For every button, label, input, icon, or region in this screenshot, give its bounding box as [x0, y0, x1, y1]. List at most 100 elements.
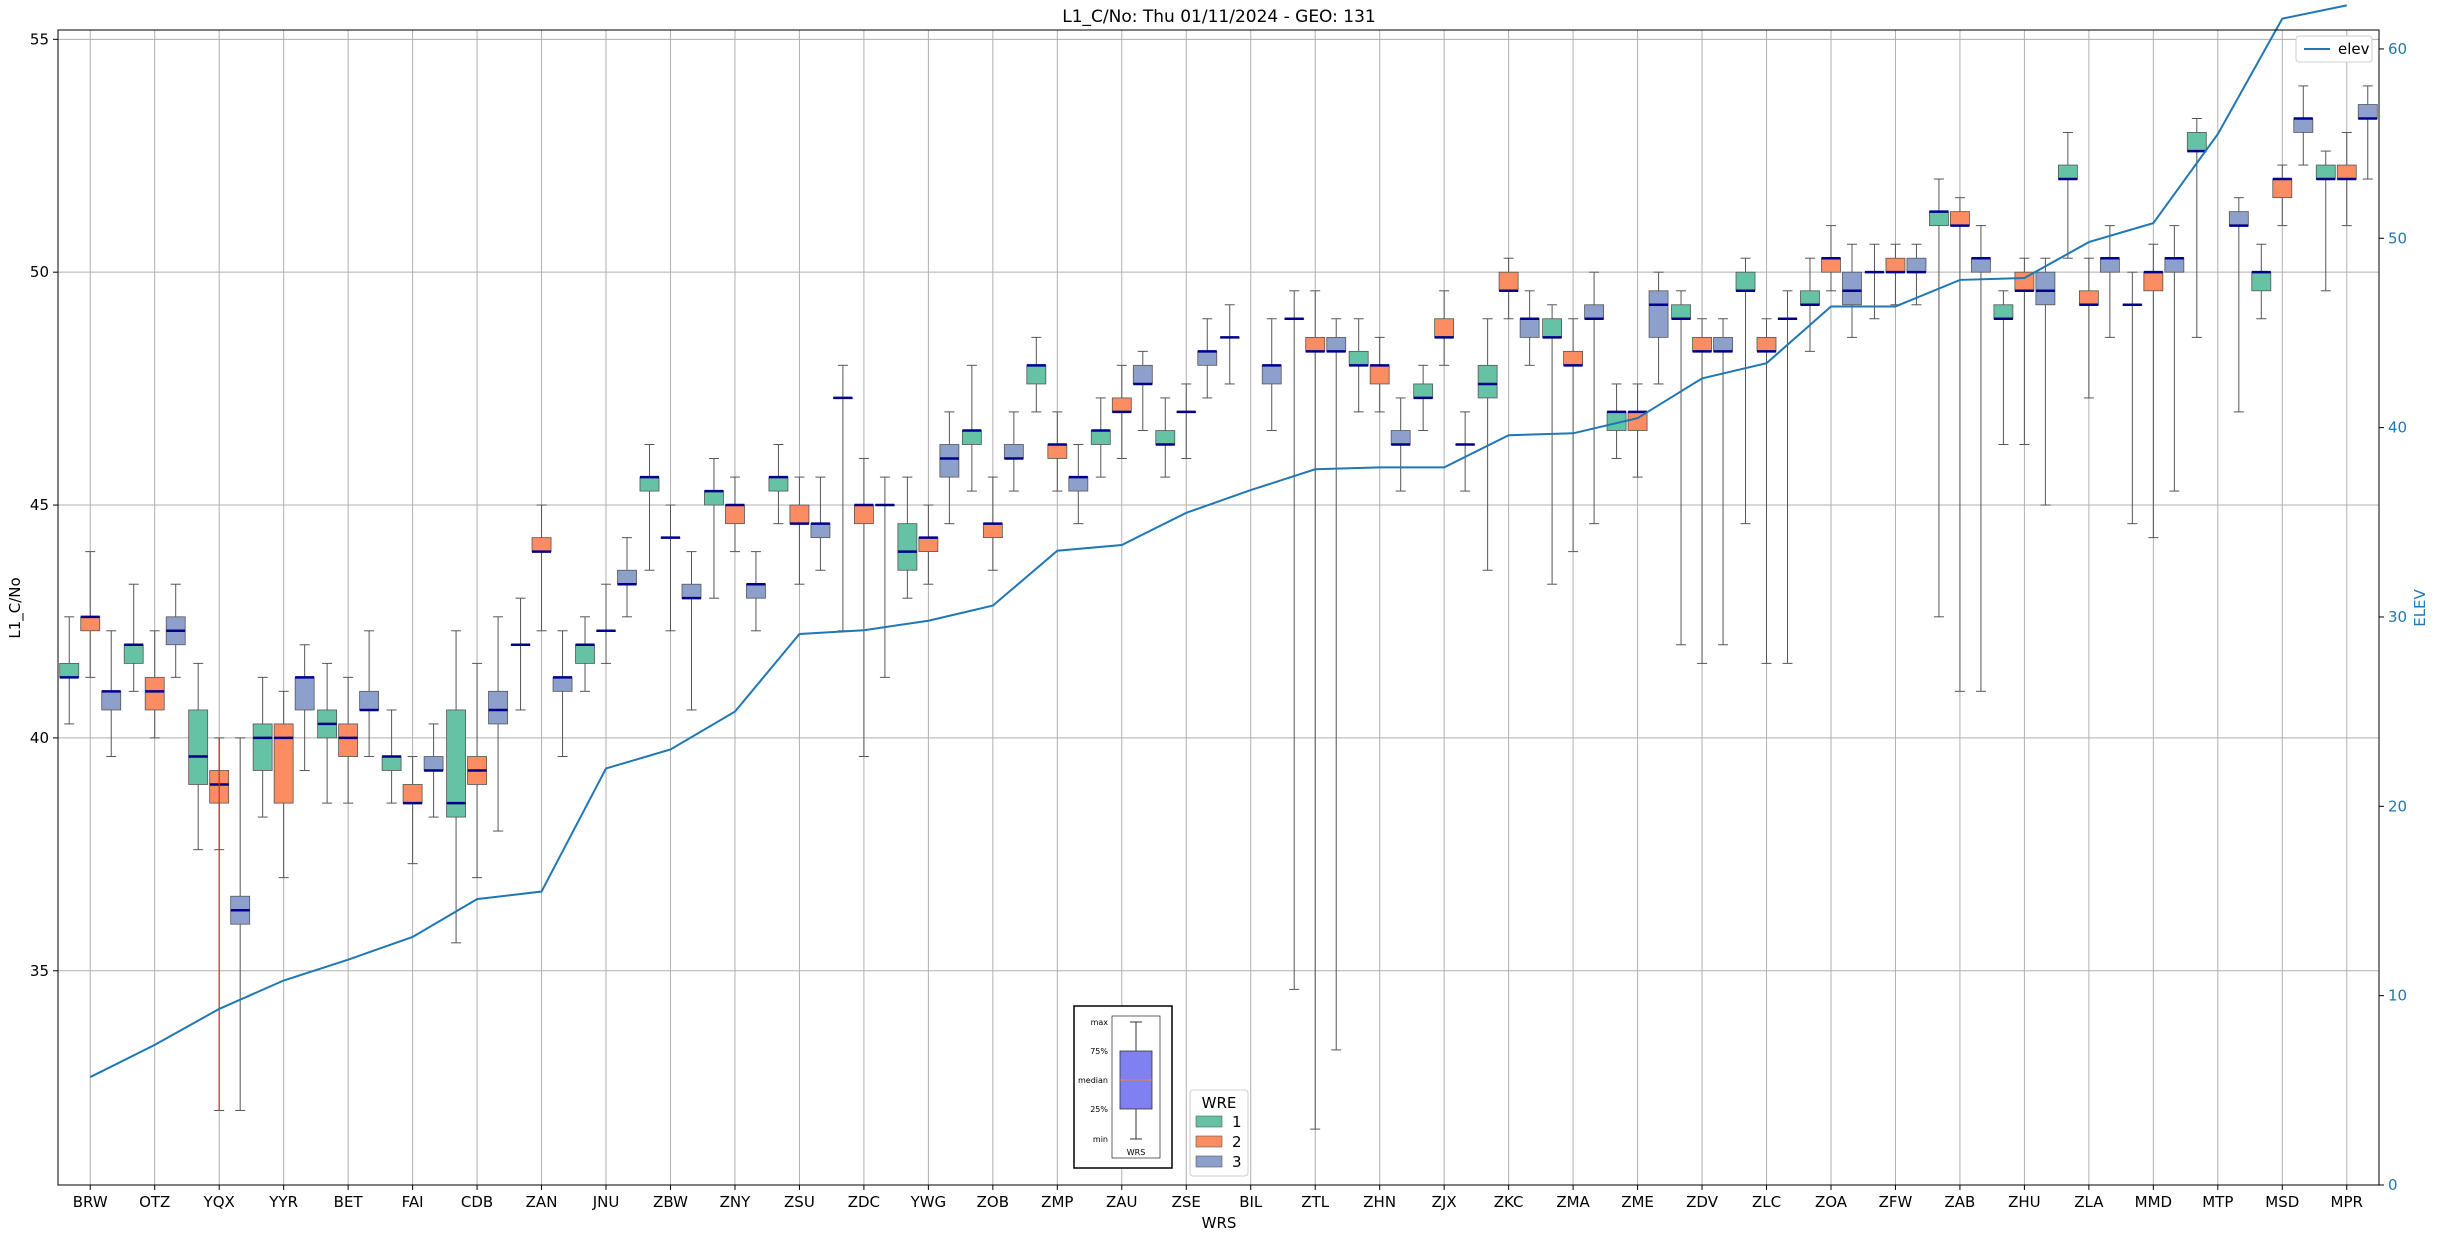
y-tick-label: 45 [30, 496, 49, 514]
box-iqr [1111, 397, 1132, 413]
box-ZSU-wre2 [789, 476, 810, 585]
box-iqr [1821, 257, 1841, 273]
box-iqr [273, 723, 294, 804]
box-OTZ-wre3 [165, 583, 186, 678]
box-YWG-wre1 [897, 476, 918, 599]
box-ZMA-wre3 [1584, 271, 1604, 525]
box-iqr [423, 756, 444, 771]
inset-label: min [1093, 1135, 1108, 1144]
x-tick-label: ZSE [1172, 1193, 1201, 1211]
x-tick-label: OTZ [139, 1193, 170, 1211]
y-right-tick-label: 20 [2388, 797, 2407, 815]
box-CDB-wre3 [488, 616, 508, 832]
box-iqr [918, 537, 939, 553]
box-iqr [1413, 383, 1434, 399]
box-ZSU-wre3 [810, 476, 831, 571]
box-FAI-wre2 [402, 756, 423, 865]
box-ZMA-wre1 [1542, 304, 1562, 585]
box-MPR-wre1 [2315, 150, 2336, 292]
x-tick-label: YWG [910, 1193, 947, 1211]
box-iqr [1735, 271, 1756, 292]
wre-legend-label: 2 [1232, 1133, 1242, 1151]
box-ZTL-wre1 [1284, 290, 1305, 990]
box-iqr [810, 523, 831, 539]
box-iqr [1477, 364, 1498, 399]
box-iqr [1498, 271, 1519, 292]
y-tick-label: 50 [30, 263, 49, 281]
y-tick-label: 55 [30, 30, 49, 48]
box-ZAU-wre3 [1132, 350, 1153, 432]
elev-legend-box [2295, 35, 2373, 63]
box-iqr [2078, 290, 2099, 306]
box-BIL-wre1 [1219, 304, 1240, 385]
box-iqr [294, 676, 315, 711]
box-ZSU-wre1 [768, 443, 789, 525]
box-BRW-wre3 [101, 630, 122, 758]
box-ZOB-wre3 [1003, 411, 1024, 492]
y-right-tick-label: 0 [2388, 1176, 2398, 1194]
x-tick-label: ZHN [1363, 1193, 1396, 1211]
box-ZFW-wre1 [1864, 243, 1885, 320]
box-MTP-wre3 [2228, 197, 2249, 413]
box-ZMP-wre2 [1047, 411, 1068, 492]
x-tick-label: ZBW [653, 1193, 688, 1211]
x-tick-label: BET [334, 1193, 364, 1211]
box-ZAU-wre1 [1090, 397, 1111, 478]
box-iqr [1542, 318, 1562, 338]
box-iqr [1756, 336, 1777, 352]
box-ZMP-wre1 [1026, 336, 1047, 413]
box-YYR-wre2 [273, 690, 294, 879]
box-ZBW-wre2 [660, 504, 681, 632]
box-ZSE-wre3 [1197, 318, 1218, 399]
box-iqr [1369, 364, 1390, 385]
wre-legend-box [1189, 1089, 1249, 1177]
x-tick-label: ZAB [1945, 1193, 1976, 1211]
box-iqr [1971, 257, 1991, 273]
box-ZJX-wre1 [1413, 364, 1434, 432]
box-iqr [1047, 444, 1068, 459]
box-ZSE-wre2 [1176, 383, 1197, 459]
box-JNU-wre3 [617, 537, 637, 618]
box-iqr [939, 444, 960, 478]
box-iqr [681, 583, 702, 599]
box-iqr [1929, 211, 1949, 227]
box-iqr [1993, 304, 2014, 320]
box-ZKC-wre3 [1519, 290, 1540, 366]
box-iqr [488, 690, 508, 725]
box-YWG-wre3 [939, 411, 960, 525]
box-BET-wre3 [359, 630, 380, 758]
box-YQX-wre3 [230, 737, 251, 1111]
box-ZLA-wre1 [2057, 131, 2078, 259]
box-ZOA-wre1 [1800, 257, 1820, 352]
box-OTZ-wre2 [144, 630, 165, 739]
box-ZOA-wre3 [1842, 243, 1862, 338]
x-tick-label: MTP [2202, 1193, 2233, 1211]
box-iqr [746, 583, 766, 599]
box-OTZ-wre1 [123, 583, 144, 692]
box-ZAB-wre1 [1929, 178, 1949, 618]
box-iqr [2293, 118, 2314, 133]
box-ZHU-wre3 [2035, 257, 2056, 506]
box-MPR-wre3 [2357, 85, 2378, 180]
inset-label: median [1078, 1076, 1108, 1085]
box-BET-wre1 [317, 662, 338, 804]
box-iqr [2164, 257, 2185, 273]
box-iqr [123, 644, 144, 664]
box-iqr [1197, 350, 1218, 366]
box-iqr [982, 523, 1003, 539]
box-ZJX-wre2 [1434, 290, 1455, 366]
box-iqr [1671, 304, 1691, 320]
box-iqr [1713, 336, 1733, 352]
x-tick-label: ZMA [1556, 1193, 1590, 1211]
x-tick-label: ZMP [1041, 1193, 1073, 1211]
box-JNU-wre1 [575, 616, 595, 692]
wre-legend-label: 3 [1232, 1153, 1242, 1171]
box-layer [59, 85, 2378, 1130]
box-ZDC-wre3 [875, 476, 895, 678]
box-iqr [359, 690, 380, 711]
box-iqr [725, 504, 745, 525]
x-tick-label: ZOA [1815, 1193, 1848, 1211]
wre-legend-swatch [1195, 1135, 1223, 1148]
